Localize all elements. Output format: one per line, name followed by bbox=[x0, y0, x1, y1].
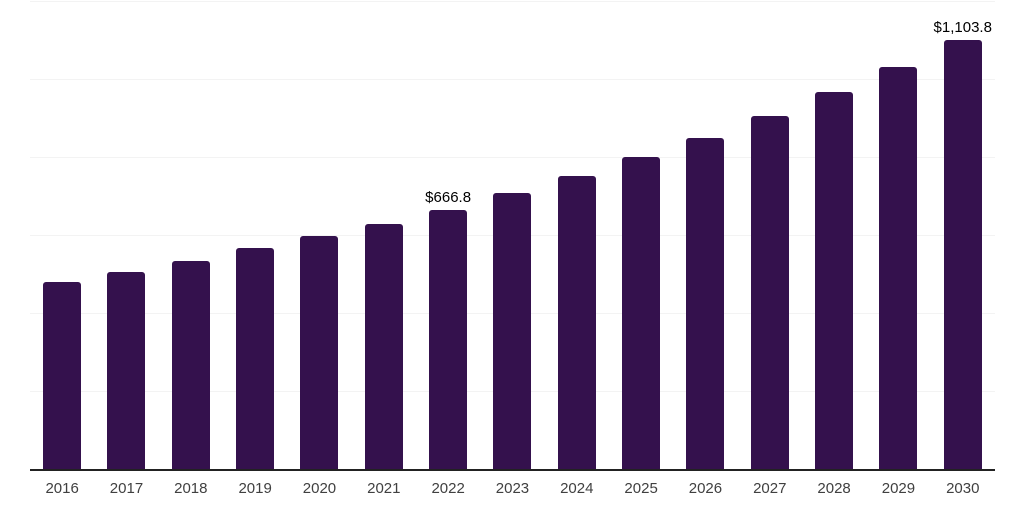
x-tick-label-2023: 2023 bbox=[495, 480, 530, 497]
bar-2030: $1,103.8 bbox=[934, 19, 992, 470]
bar-2021 bbox=[364, 224, 403, 470]
bar-2020 bbox=[300, 236, 339, 470]
bar-slot-2019 bbox=[223, 2, 287, 470]
x-axis-tick-labels: 2016 2017 2018 2019 2020 2021 2022 2023 2024 2025… bbox=[30, 479, 995, 498]
x-tick-label-2025: 2025 bbox=[624, 480, 658, 497]
bar-slot-2025 bbox=[609, 2, 673, 470]
gridline-1200 bbox=[30, 1, 995, 2]
bar-2027 bbox=[750, 115, 789, 470]
x-tick-label-2026: 2026 bbox=[688, 480, 723, 497]
bar-2025 bbox=[622, 157, 661, 470]
bar-slot-2023 bbox=[480, 2, 544, 470]
bar-2019 bbox=[236, 248, 275, 470]
bar-slot-2030: $1,103.8 bbox=[931, 2, 995, 470]
bar-slot-2027 bbox=[738, 2, 802, 470]
bar-2028 bbox=[815, 91, 854, 470]
bar-2022: $666.8 bbox=[425, 189, 471, 470]
bar-slot-2017 bbox=[94, 2, 158, 470]
bar-slot-2029 bbox=[866, 2, 930, 470]
x-tick-label-2020: 2020 bbox=[302, 480, 337, 497]
x-tick-label-2022: 2022 bbox=[431, 480, 465, 497]
x-tick-label-2019: 2019 bbox=[238, 480, 272, 497]
x-axis-line bbox=[30, 469, 995, 471]
plot-area: $666.8 $1,103.8 bbox=[30, 1, 995, 471]
x-tick-label-2028: 2028 bbox=[817, 480, 851, 497]
bar-2023 bbox=[493, 193, 532, 470]
gridline-1000 bbox=[30, 79, 995, 80]
value-label-2030: $1,103.8 bbox=[933, 18, 992, 36]
bar-2024 bbox=[557, 175, 596, 470]
bar-series: $666.8 $1,103.8 bbox=[30, 2, 995, 470]
bar-slot-2020 bbox=[287, 2, 351, 470]
bar-2018 bbox=[171, 260, 210, 470]
x-tick-label-2017: 2017 bbox=[109, 480, 144, 497]
bar-2029 bbox=[879, 66, 918, 470]
bar-slot-2028 bbox=[802, 2, 866, 470]
bar-2026 bbox=[686, 137, 725, 470]
x-tick-label-2024: 2024 bbox=[560, 480, 594, 497]
bar-2017 bbox=[107, 271, 146, 470]
gridline-800 bbox=[30, 157, 995, 159]
bar-slot-2026 bbox=[673, 2, 737, 470]
x-tick-label-2018: 2018 bbox=[174, 480, 208, 497]
bar-slot-2021 bbox=[352, 2, 416, 470]
x-tick-label-2027: 2027 bbox=[753, 480, 787, 497]
x-tick-label-2016: 2016 bbox=[45, 480, 79, 497]
bar-2016 bbox=[43, 282, 82, 470]
value-label-2022: $666.8 bbox=[425, 188, 472, 206]
bar-slot-2024 bbox=[545, 2, 609, 470]
x-tick-label-2021: 2021 bbox=[367, 480, 401, 497]
bar-slot-2018 bbox=[159, 2, 223, 470]
x-tick-label-2029: 2029 bbox=[881, 480, 916, 497]
bar-slot-2022: $666.8 bbox=[416, 2, 480, 470]
bar-slot-2016 bbox=[30, 2, 94, 470]
x-tick-label-2030: 2030 bbox=[946, 480, 980, 497]
